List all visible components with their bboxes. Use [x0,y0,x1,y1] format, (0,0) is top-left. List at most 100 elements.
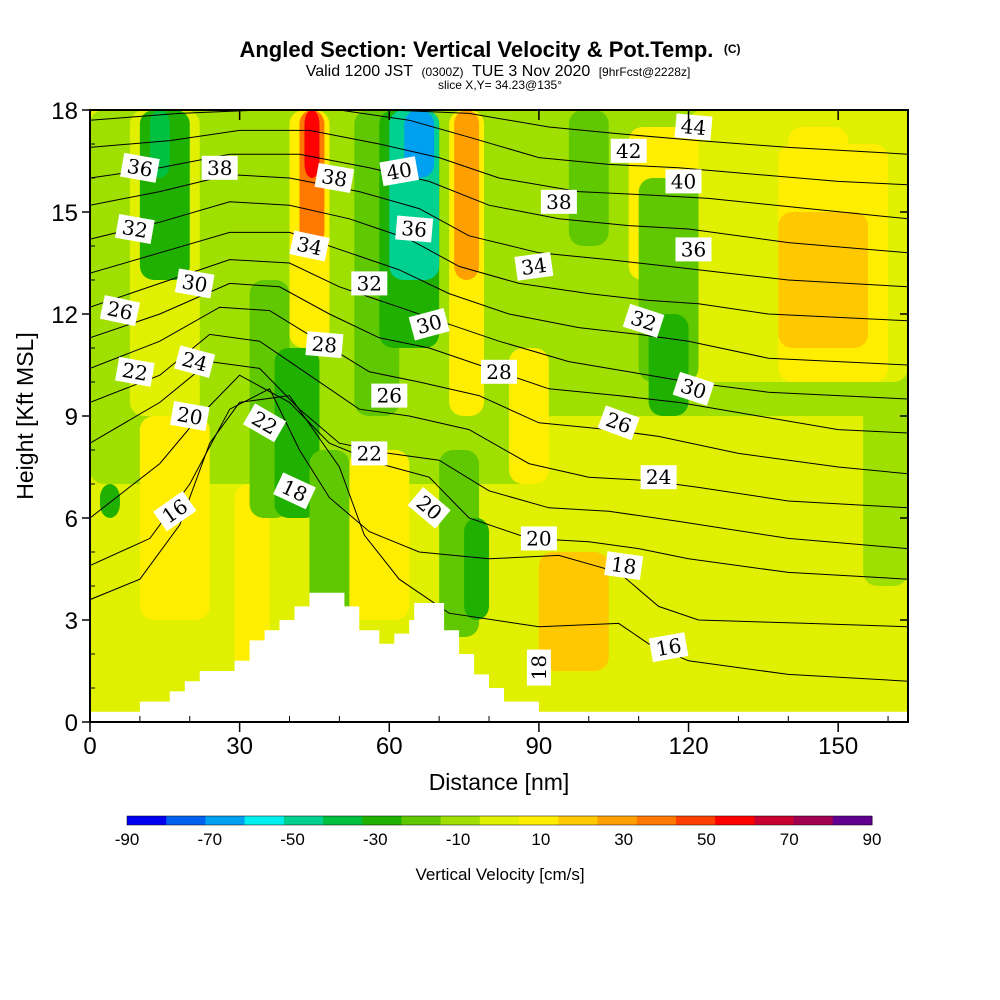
y-tick-label: 0 [65,710,78,737]
velocity-cell [464,518,490,620]
colorbar-swatch [715,816,755,825]
colorbar-swatch [283,816,324,825]
colorbar-tick-label: -70 [197,830,222,849]
theta-contour-26 [90,306,908,475]
contour-label: 20 [520,526,557,551]
contour-label-text: 32 [120,215,149,243]
colorbar-swatch [205,816,246,825]
contour-label: 22 [351,441,388,466]
y-tick-label: 12 [51,302,78,329]
contour-label-text: 34 [295,232,325,261]
y-axis-label: Height [Kft MSL] [12,332,38,499]
theta-contour-30 [90,259,908,400]
x-axis: 0 30 60 90 120 150 [83,110,889,760]
contour-label: 42 [610,138,647,163]
contour-label-text: 36 [125,154,154,182]
contour-label-text: 36 [681,237,706,261]
contour-label-text: 38 [320,164,349,192]
contour-label: 30 [174,268,215,299]
colorbar-tick-label: -10 [446,830,471,849]
contour-label: 18 [604,551,644,580]
y-tick-label: 18 [51,98,78,125]
contour-label: 34 [514,252,554,281]
colorbar-tick-label: 90 [863,830,882,849]
contour-label: 26 [371,383,408,408]
x-tick-label: 90 [526,733,553,760]
contour-label: 20 [169,401,210,431]
velocity-cell [234,484,270,688]
contour-label: 26 [99,295,141,327]
theta-contour-24 [90,333,908,509]
colorbar-tick-label: 70 [780,830,799,849]
velocity-cell [568,110,609,246]
theta-contour-40 [90,129,908,220]
colorbar-swatch [166,816,206,825]
contour-label-text: 40 [671,169,696,193]
colorbar-swatch [519,816,559,825]
colorbar: -90 -70 -50 -30 -10 10 30 50 70 90 [115,815,882,849]
contour-label-text: 20 [526,526,551,550]
velocity-cell [99,484,120,518]
colorbar-swatch [244,816,285,825]
contour-label: 32 [351,271,388,296]
theta-contour-44 [389,110,908,155]
colorbar-swatch [323,816,363,825]
colorbar-tick-label: -30 [363,830,388,849]
contour-label-text: 30 [180,269,209,297]
contour-label: 36 [120,152,160,183]
contour-label: 16 [648,632,689,663]
velocity-cell [863,382,908,586]
contour-label: 34 [289,230,330,262]
contour-label: 18 [526,649,551,686]
contour-label-text: 28 [486,360,511,384]
x-tick-label: 0 [83,733,96,760]
velocity-cell [508,348,549,484]
velocity-cell [349,450,410,620]
terrain-mask [90,592,908,722]
theta-contour-34 [90,201,908,322]
slice-subtitle: slice X,Y= 34.23@135° [438,78,562,92]
terrain [90,592,908,722]
theta-contour-28 [90,282,908,434]
contour-label: 40 [665,169,702,194]
contour-label: 28 [481,359,517,384]
velocity-cell [788,127,849,212]
contour-label-text: 28 [311,332,338,358]
contour-label: 32 [115,214,155,244]
y-tick-label: 6 [65,506,78,533]
contour-label: 44 [674,113,713,141]
chart-title: Angled Section: Vertical Velocity & Pot.… [239,37,740,62]
theta-contour-32 [90,231,908,366]
theta-contour-22 [90,361,908,550]
x-tick-label: 120 [669,733,709,760]
y-tick-label: 3 [65,608,78,635]
colorbar-tick-label: 30 [614,830,633,849]
contour-label-text: 26 [377,384,402,408]
theta-contour-18 [90,388,908,628]
colorbar-swatch [127,816,167,825]
contour-label-text: 18 [527,655,551,680]
colorbar-swatch [440,816,481,825]
velocity-cell [309,450,350,620]
contour-label-text: 18 [609,552,638,579]
colorbar-swatch [793,816,834,825]
x-tick-label: 30 [226,733,253,760]
contour-label-text: 36 [400,216,427,242]
contour-label-text: 40 [385,157,414,185]
velocity-cell [454,110,480,280]
contour-label-text: 38 [546,190,571,214]
colorbar-swatch [754,816,795,825]
colorbar-label: Vertical Velocity [cm/s] [415,865,584,884]
contour-label-text: 22 [120,358,149,386]
colorbar-swatch [675,816,716,825]
contour-label-text: 44 [680,114,707,140]
colorbar-frame [126,815,873,826]
velocity-cell [538,416,908,518]
x-tick-label: 150 [818,733,858,760]
colorbar-tick-label: 50 [697,830,716,849]
contour-label: 26 [597,405,640,441]
valid-time-line: Valid 1200 JST (0300Z) TUE 3 Nov 2020 [9… [306,63,691,80]
velocity-cell [304,110,320,178]
